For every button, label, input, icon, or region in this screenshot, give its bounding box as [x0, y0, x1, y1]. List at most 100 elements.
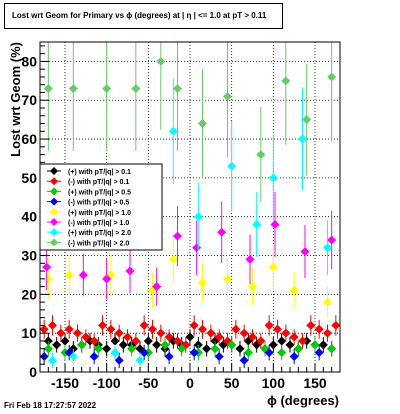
y-tick-label: 70	[21, 92, 37, 108]
data-point	[43, 274, 53, 284]
data-point	[289, 332, 299, 342]
data-point	[289, 351, 299, 361]
data-point	[168, 126, 178, 136]
data-point	[131, 336, 141, 346]
data-point	[235, 344, 245, 354]
data-point	[152, 340, 162, 350]
data-point	[193, 212, 203, 222]
data-point	[327, 72, 337, 82]
y-tick-label: 50	[21, 170, 37, 186]
legend-label: (+) with pT/|q| > 0.5	[68, 189, 131, 196]
data-point	[156, 56, 166, 66]
axis-ticks: -150 -100 -50 0 50 100 150 0 10 20 30 40 50 60 70 80	[21, 45, 341, 391]
data-point	[281, 328, 291, 338]
data-point	[264, 320, 274, 330]
data-point	[168, 254, 178, 264]
data-point	[77, 340, 87, 350]
data-point	[198, 278, 207, 288]
legend-marker	[50, 207, 58, 216]
data-point	[281, 76, 291, 86]
data-point	[68, 351, 78, 361]
data-point	[135, 355, 145, 365]
footer-timestamp: Fri Feb 18 17:27:57 2022	[4, 401, 97, 410]
data-point	[189, 348, 199, 358]
data-point	[206, 328, 216, 338]
data-point	[239, 355, 249, 365]
data-point	[102, 274, 112, 284]
x-tick-label: -100	[93, 375, 121, 391]
data-point	[231, 324, 241, 334]
data-point	[331, 320, 341, 330]
data-point	[277, 348, 287, 358]
legend-marker	[50, 197, 58, 206]
legend-label: (-) with pT/|q| > 0.1	[68, 179, 129, 186]
chart-marks	[39, 42, 341, 369]
data-point	[256, 150, 266, 160]
data-point	[248, 282, 257, 292]
data-point	[293, 344, 303, 354]
data-point	[118, 340, 128, 350]
legend-label: (-) with pT/|q| > 1.0	[68, 220, 129, 227]
legend: (+) with pT/|q| > 0.1 (-) with pT/|q| > 0…	[39, 163, 163, 251]
data-point	[264, 348, 274, 358]
data-point	[106, 324, 116, 334]
data-point	[289, 285, 299, 295]
data-point	[173, 231, 182, 241]
x-tick-label: 50	[224, 375, 240, 391]
data-point	[327, 344, 337, 354]
data-point	[327, 235, 337, 245]
data-point	[164, 332, 174, 342]
data-point	[256, 336, 266, 346]
data-point	[89, 336, 99, 346]
data-point	[318, 340, 328, 350]
data-point	[185, 332, 195, 342]
data-point	[198, 324, 207, 334]
data-point	[52, 340, 62, 350]
data-point	[81, 332, 91, 342]
data-point	[198, 119, 207, 129]
data-point	[48, 320, 57, 330]
data-point	[192, 243, 202, 253]
data-point	[89, 351, 99, 361]
data-point	[314, 348, 324, 358]
data-point	[131, 84, 141, 94]
data-point	[152, 282, 162, 292]
data-point	[273, 324, 282, 334]
data-point	[164, 351, 174, 361]
data-point	[243, 348, 253, 358]
y-tick-label: 0	[29, 364, 37, 380]
y-tick-label: 20	[21, 286, 37, 302]
data-point	[298, 134, 307, 144]
data-point	[223, 91, 232, 101]
y-tick-label: 40	[21, 209, 37, 225]
data-point	[268, 173, 278, 183]
data-point	[214, 351, 224, 361]
data-point	[285, 340, 295, 350]
data-point	[252, 219, 262, 229]
data-point	[314, 324, 324, 334]
data-point	[310, 340, 320, 350]
legend-label: (+) with pT/|q| > 2.0	[68, 230, 131, 237]
x-axis-label: ϕ (degrees)	[267, 393, 339, 408]
legend-marker	[50, 187, 58, 196]
legend-marker	[50, 218, 58, 226]
data-point	[102, 84, 112, 94]
legend-label: (-) with pT/|q| > 0.5	[68, 200, 129, 207]
data-point	[114, 328, 124, 338]
data-point	[160, 340, 170, 350]
data-point	[156, 328, 166, 338]
data-point	[210, 344, 220, 354]
data-point	[139, 320, 149, 330]
data-point	[123, 332, 132, 342]
legend-label: (+) with pT/|q| > 1.0	[68, 210, 131, 217]
data-point	[56, 328, 66, 338]
data-point	[177, 344, 187, 354]
y-axis-label: Lost wrt Geom (%)	[8, 42, 23, 157]
data-point	[93, 344, 103, 354]
data-point	[98, 320, 107, 330]
data-point	[64, 270, 74, 280]
data-point	[110, 348, 120, 358]
legend-marker	[50, 167, 58, 175]
legend-label: (-) with pT/|q| > 2.0	[68, 240, 129, 247]
legend-label: (+) with pT/|q| > 0.1	[68, 169, 131, 176]
